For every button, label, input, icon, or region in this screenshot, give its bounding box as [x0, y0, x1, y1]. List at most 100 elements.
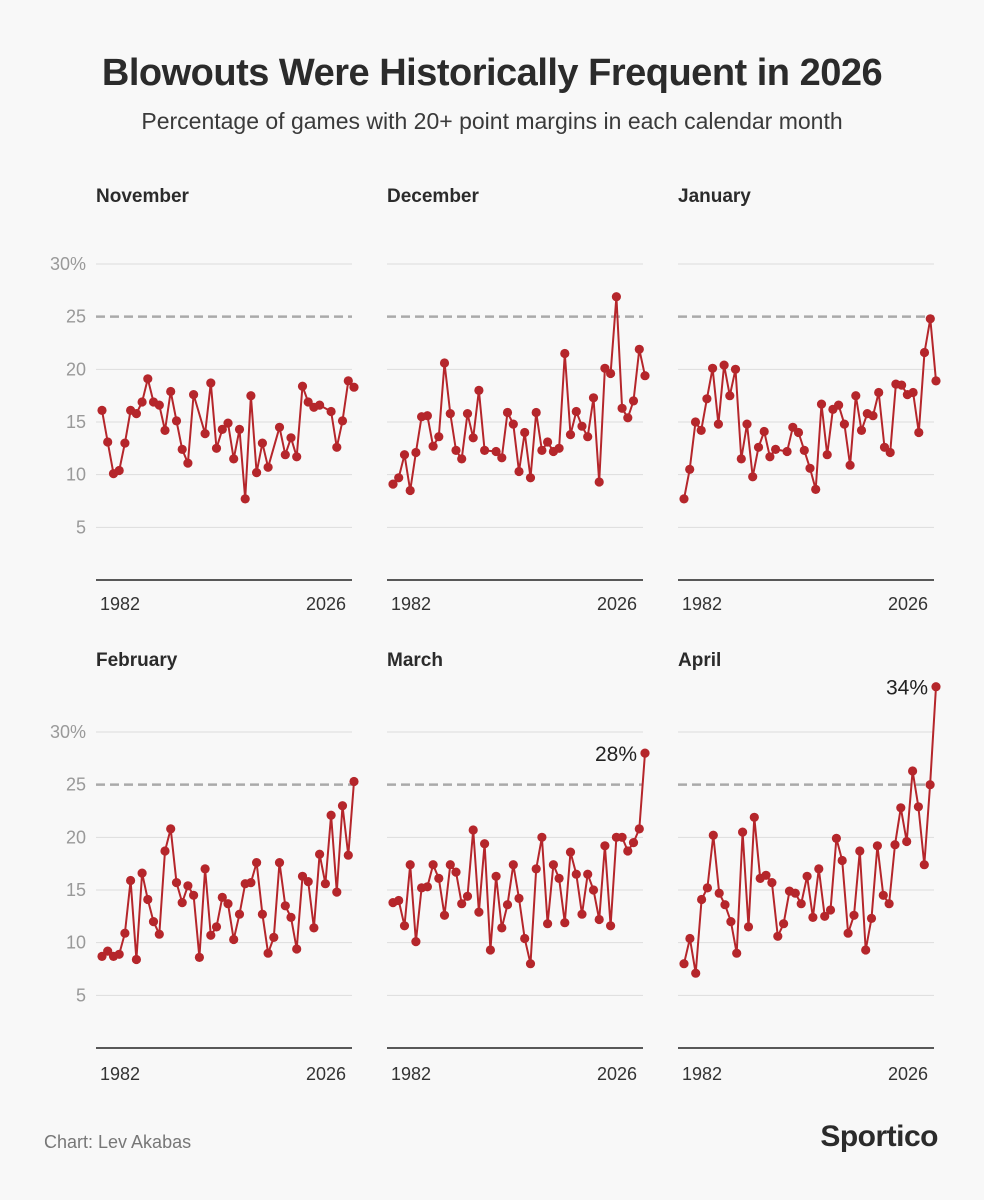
- january-x-tick-label: 2026: [888, 594, 928, 614]
- november-data-point: [166, 386, 176, 397]
- november-x-tick-label: 1982: [100, 594, 140, 614]
- november-data-point: [252, 468, 262, 478]
- april-data-point: [913, 802, 924, 812]
- page-subtitle: Percentage of games with 20+ point margi…: [141, 108, 843, 134]
- march-data-point: [525, 959, 536, 969]
- april-data-point: [697, 894, 707, 905]
- march-data-point: [520, 933, 530, 944]
- november-data-point: [137, 397, 147, 407]
- february-data-point: [137, 868, 147, 878]
- january-data-point: [713, 419, 724, 429]
- december-data-point: [491, 446, 501, 457]
- april-data-point: [708, 830, 718, 840]
- february-panel-title: February: [96, 650, 178, 671]
- february-data-point: [200, 864, 210, 874]
- march-data-point: [405, 860, 415, 870]
- december-data-point: [611, 292, 622, 302]
- april-data-point: [679, 959, 689, 969]
- january-data-point: [822, 450, 832, 460]
- january-data-point: [708, 363, 718, 373]
- december-data-point: [571, 406, 581, 417]
- february-data-point: [280, 901, 290, 911]
- april-data-point: [767, 878, 777, 888]
- february-data-point: [148, 917, 159, 927]
- chart-credit: Chart: Lev Akabas: [44, 1132, 192, 1152]
- january-data-point: [834, 400, 844, 410]
- december-data-point: [623, 413, 633, 423]
- november-data-point: [229, 454, 239, 464]
- march-data-point: [577, 909, 587, 919]
- april-data-point: [738, 827, 748, 837]
- november-data-point: [183, 458, 193, 468]
- february-data-point: [177, 898, 187, 908]
- january-data-point: [885, 447, 895, 458]
- december-series-line: [392, 295, 646, 492]
- april-data-point: [890, 840, 900, 850]
- december-data-point: [451, 445, 461, 455]
- december-data-point: [583, 432, 593, 442]
- january-data-point: [856, 425, 867, 435]
- december-data-point: [577, 421, 587, 431]
- april-data-point: [685, 933, 695, 944]
- december-data-point: [565, 430, 576, 440]
- april-data-point: [866, 913, 877, 924]
- january-data-point: [914, 427, 924, 438]
- december-data-point: [520, 427, 530, 438]
- april-data-point: [919, 860, 929, 870]
- april-panel-title: April: [678, 650, 721, 671]
- april-data-point: [896, 803, 906, 813]
- january-data-point: [816, 399, 827, 409]
- march-data-point: [497, 923, 507, 933]
- march-data-point: [445, 860, 455, 870]
- november-data-point: [286, 433, 296, 443]
- february-data-point: [332, 887, 342, 897]
- january-data-point: [771, 444, 781, 454]
- december-data-point: [640, 371, 650, 381]
- february-data-point: [343, 850, 353, 860]
- november-data-point: [120, 438, 130, 448]
- april-data-point: [855, 846, 865, 856]
- april-data-point: [691, 968, 701, 978]
- april-x-tick-label: 1982: [682, 1064, 722, 1084]
- november-data-point: [131, 409, 141, 419]
- november-data-point: [143, 374, 153, 384]
- february-data-point: [286, 912, 296, 923]
- november-data-point: [234, 424, 245, 434]
- february-data-point: [223, 899, 233, 909]
- november-data-point: [103, 437, 113, 447]
- april-data-point: [831, 833, 842, 844]
- march-data-point: [583, 869, 593, 879]
- november-data-point: [206, 378, 216, 388]
- march-data-point: [502, 900, 513, 910]
- january-data-point: [685, 464, 695, 474]
- january-data-point: [719, 360, 729, 370]
- january-data-point: [845, 460, 855, 470]
- february-data-point: [229, 934, 239, 945]
- april-data-point: [825, 905, 836, 915]
- january-data-point: [874, 387, 884, 398]
- december-data-point: [508, 419, 518, 429]
- march-data-point: [491, 871, 501, 881]
- december-data-point: [502, 407, 513, 418]
- february-data-point: [274, 858, 285, 868]
- december-data-point: [634, 344, 644, 354]
- february-data-point: [263, 948, 273, 958]
- april-data-point: [726, 917, 736, 927]
- november-data-point: [332, 442, 342, 452]
- january-data-point: [753, 442, 764, 452]
- november-data-point: [211, 443, 222, 453]
- march-data-point: [457, 899, 467, 909]
- january-data-point: [919, 347, 930, 358]
- december-data-point: [588, 393, 599, 403]
- november-data-point: [349, 382, 359, 392]
- november-data-point: [217, 424, 227, 434]
- february-data-point: [309, 923, 319, 933]
- march-data-point: [560, 918, 570, 928]
- april-data-point: [761, 870, 771, 880]
- sportico-logo: Sportico: [820, 1120, 938, 1153]
- april-data-point: [878, 890, 888, 900]
- november-panel-title: November: [96, 186, 190, 207]
- november-data-point: [274, 422, 285, 432]
- february-y-tick-label: 25: [66, 775, 86, 795]
- november-data-point: [171, 416, 182, 426]
